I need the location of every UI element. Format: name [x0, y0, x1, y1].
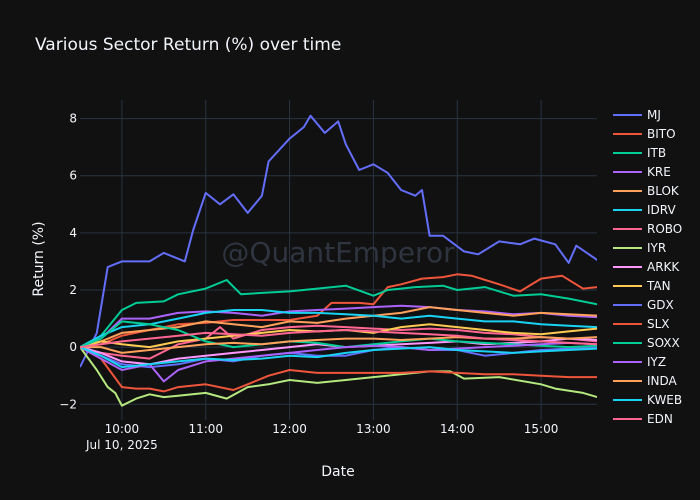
legend-label: SLX: [647, 317, 670, 331]
series-line-soxx[interactable]: [80, 320, 597, 349]
legend-item-kre[interactable]: KRE: [613, 165, 671, 179]
series-line-kweb[interactable]: [80, 346, 597, 369]
series-line-iyz[interactable]: [80, 341, 597, 383]
legend-item-gdx[interactable]: GDX: [613, 298, 674, 312]
legend-item-kweb[interactable]: KWEB: [613, 393, 682, 407]
series-lines: [80, 114, 597, 407]
series-line-bito[interactable]: [80, 273, 597, 349]
y-tick-label: 2: [69, 283, 77, 297]
y-tick-label: 4: [69, 226, 77, 240]
series-line-mj[interactable]: [80, 114, 597, 368]
series-line-robo[interactable]: [80, 324, 597, 360]
series-line-itb[interactable]: [80, 279, 597, 348]
x-tick-label: 10:00: [105, 422, 140, 436]
legend-label: ROBO: [647, 222, 682, 236]
series-line-iyr[interactable]: [80, 346, 597, 407]
y-axis-ticks: −2 0 2 4 6 8: [59, 112, 77, 412]
legend-label: ARKK: [647, 260, 680, 274]
legend-item-mj[interactable]: MJ: [613, 108, 661, 122]
legend-label: EDN: [647, 412, 673, 426]
legend-label: SOXX: [647, 336, 680, 350]
legend-label: KWEB: [647, 393, 682, 407]
legend-label: BLOK: [647, 184, 680, 198]
legend-item-blok[interactable]: BLOK: [613, 184, 680, 198]
legend-item-tan[interactable]: TAN: [613, 279, 671, 293]
x-axis-label: Date: [321, 464, 354, 480]
x-tick-label: 11:00: [188, 422, 223, 436]
legend[interactable]: MJ BITO ITB KRE BLOK IDRV ROBO IYR ARKK TAN GDX SLX…: [613, 108, 682, 426]
y-axis-label: Return (%): [31, 221, 47, 296]
plot-area: [80, 114, 597, 407]
series-line-edn[interactable]: [80, 329, 597, 349]
series-line-slx[interactable]: [80, 346, 597, 393]
legend-label: GDX: [647, 298, 674, 312]
legend-label: INDA: [647, 374, 678, 388]
legend-label: IYZ: [647, 355, 666, 369]
legend-item-bito[interactable]: BITO: [613, 127, 676, 141]
x-tick-label: 15:00: [524, 422, 559, 436]
series-line-kre[interactable]: [80, 304, 597, 349]
x-axis-ticks: 10:00 11:00 12:00 13:00 14:00 15:00: [105, 422, 559, 436]
series-line-inda[interactable]: [80, 336, 597, 354]
legend-item-iyr[interactable]: IYR: [613, 241, 666, 255]
x-axis-date-label: Jul 10, 2025: [85, 438, 158, 452]
legend-item-edn[interactable]: EDN: [613, 412, 673, 426]
y-tick-label: 8: [69, 112, 77, 126]
x-tick-label: 14:00: [440, 422, 475, 436]
series-line-idrv[interactable]: [80, 309, 597, 348]
y-tick-label: −2: [59, 397, 77, 411]
legend-item-idrv[interactable]: IDRV: [613, 203, 676, 217]
x-tick-label: 13:00: [356, 422, 391, 436]
legend-label: KRE: [647, 165, 671, 179]
legend-label: BITO: [647, 127, 676, 141]
legend-item-slx[interactable]: SLX: [613, 317, 670, 331]
legend-label: ITB: [647, 146, 666, 160]
chart-title: Various Sector Return (%) over time: [35, 35, 341, 55]
legend-item-arkk[interactable]: ARKK: [613, 260, 680, 274]
legend-item-inda[interactable]: INDA: [613, 374, 678, 388]
grid: [80, 100, 597, 420]
legend-item-soxx[interactable]: SOXX: [613, 336, 680, 350]
legend-item-robo[interactable]: ROBO: [613, 222, 682, 236]
legend-item-itb[interactable]: ITB: [613, 146, 666, 160]
watermark: @QuantEmperor: [221, 236, 455, 269]
y-tick-label: 6: [69, 169, 77, 183]
legend-label: MJ: [647, 108, 661, 122]
legend-item-iyz[interactable]: IYZ: [613, 355, 666, 369]
series-line-blok[interactable]: [80, 306, 597, 349]
x-tick-label: 12:00: [272, 422, 307, 436]
legend-label: IDRV: [647, 203, 676, 217]
legend-label: IYR: [647, 241, 666, 255]
y-tick-label: 0: [69, 340, 77, 354]
legend-label: TAN: [646, 279, 671, 293]
